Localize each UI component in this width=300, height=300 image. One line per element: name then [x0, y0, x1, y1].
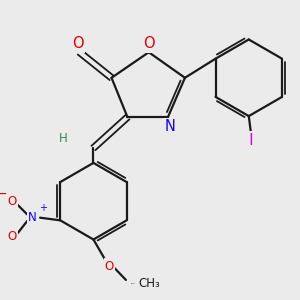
- Text: −: −: [0, 189, 8, 199]
- Text: H: H: [59, 132, 68, 145]
- Text: CH₃: CH₃: [139, 277, 160, 290]
- Text: N: N: [28, 211, 37, 224]
- Text: I: I: [248, 133, 253, 148]
- Text: O: O: [72, 36, 83, 51]
- Text: methyl: methyl: [131, 283, 136, 284]
- Text: N: N: [165, 119, 176, 134]
- Text: O: O: [8, 230, 17, 243]
- Text: +: +: [39, 203, 47, 213]
- Text: O: O: [105, 260, 114, 273]
- Text: O: O: [143, 36, 154, 51]
- Text: O: O: [8, 195, 17, 208]
